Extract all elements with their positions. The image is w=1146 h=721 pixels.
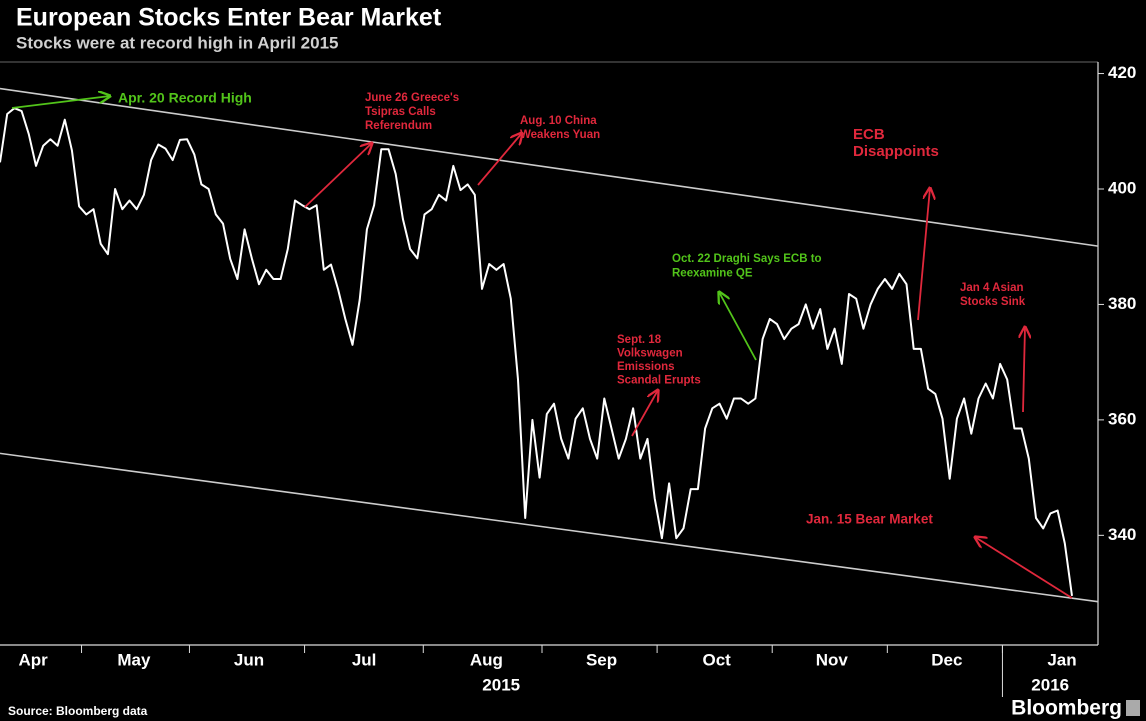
annotation-text: ECB	[853, 126, 885, 143]
y-tick-label: 420	[1108, 63, 1136, 82]
y-tick-label: 400	[1108, 178, 1136, 197]
brand-logo: Bloomberg	[1011, 697, 1122, 720]
annotation-text: Stocks Sink	[960, 296, 1026, 308]
x-tick-label: Dec	[931, 650, 962, 669]
annotation-text: Volkswagen	[617, 348, 683, 360]
x-tick-label: Jan	[1047, 650, 1076, 669]
annotation-arrow	[304, 143, 372, 208]
source-note: Source: Bloomberg data	[8, 704, 148, 718]
x-tick-label: Aug	[470, 650, 503, 669]
annotation-text: Reexamine QE	[672, 268, 753, 280]
y-tick-label: 360	[1108, 409, 1136, 428]
y-tick-label: 340	[1108, 525, 1136, 544]
annotation-text: Jan. 15 Bear Market	[806, 512, 933, 527]
annotation-text: Sept. 18	[617, 334, 662, 346]
annotation-text: Weakens Yuan	[520, 129, 600, 141]
annotation-arrow	[631, 390, 658, 437]
annotation-text: Aug. 10 China	[520, 115, 597, 127]
annotation-arrow	[1023, 327, 1025, 413]
trend-line	[0, 87, 1099, 247]
annotation-text: June 26 Greece's	[365, 92, 459, 104]
x-tick-label: May	[117, 650, 151, 669]
x-group-label: 2015	[482, 675, 520, 694]
y-tick-label: 380	[1108, 294, 1136, 313]
x-tick-label: Apr	[19, 650, 49, 669]
annotation-arrow	[917, 188, 930, 321]
chart-title: European Stocks Enter Bear Market	[16, 4, 442, 32]
annotation-arrow	[975, 537, 1073, 599]
x-group-label: 2016	[1031, 675, 1069, 694]
x-tick-label: Sep	[586, 650, 617, 669]
annotation-text: Oct. 22 Draghi Says ECB to	[672, 253, 822, 265]
annotation-arrow	[11, 96, 110, 109]
annotation-text: Apr. 20 Record High	[118, 90, 252, 106]
series-line	[0, 107, 1073, 597]
annotation-arrow	[719, 292, 757, 361]
annotation-text: Referendum	[365, 120, 432, 132]
trend-line	[0, 452, 1099, 603]
annotation-text: Scandal Erupts	[617, 375, 701, 387]
annotation-text: Jan 4 Asian	[960, 282, 1024, 294]
x-tick-label: Oct	[702, 650, 731, 669]
annotation-text: Disappoints	[853, 143, 939, 160]
annotation-text: Emissions	[617, 361, 675, 373]
x-tick-label: Nov	[816, 650, 849, 669]
brand-icon	[1126, 700, 1140, 716]
x-tick-label: Jun	[234, 650, 264, 669]
chart-subtitle: Stocks were at record high in April 2015	[16, 33, 338, 52]
annotation-text: Tsipras Calls	[365, 106, 436, 118]
annotation-arrow	[477, 133, 522, 186]
x-tick-label: Jul	[352, 650, 377, 669]
